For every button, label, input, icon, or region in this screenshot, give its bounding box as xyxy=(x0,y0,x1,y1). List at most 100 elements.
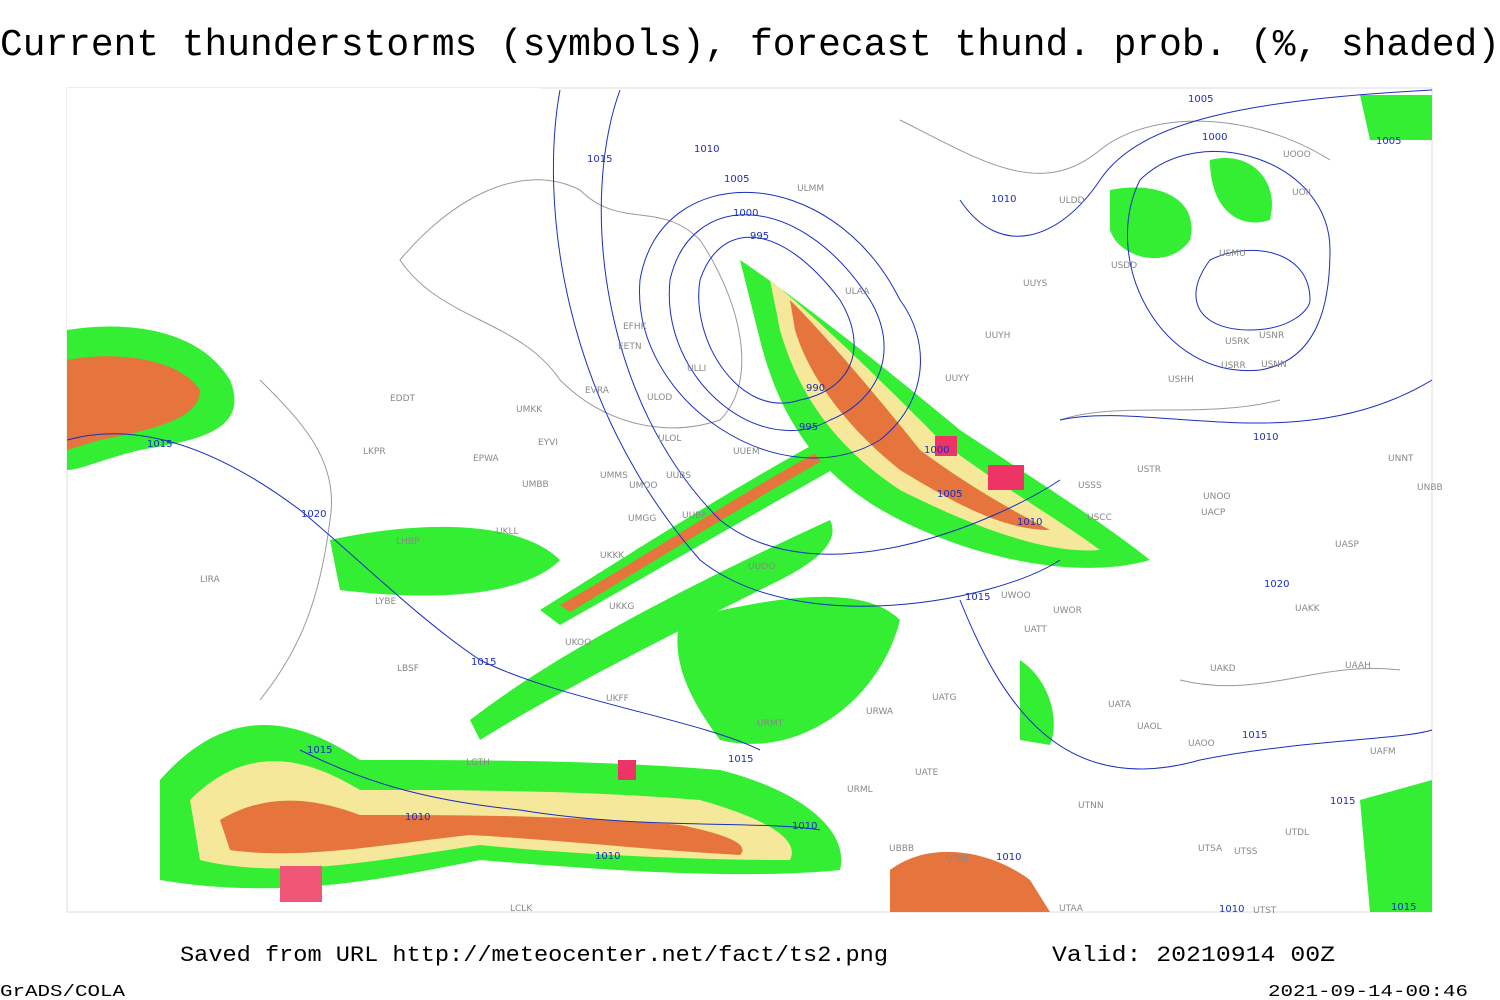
station-label: UAFM xyxy=(1370,747,1396,757)
thunder-probability-shading xyxy=(67,95,1432,912)
isobar-label: 1010 xyxy=(595,851,620,862)
isobar-label: 1015 xyxy=(1330,796,1355,807)
station-label: UMGG xyxy=(628,514,656,524)
station-label: UATT xyxy=(1024,625,1047,635)
station-label: UAAH xyxy=(1345,661,1371,671)
isobar-label: 1015 xyxy=(471,657,496,668)
station-label: UUYH xyxy=(985,331,1010,341)
isobar-label: 1010 xyxy=(405,812,430,823)
isobar-label: 1010 xyxy=(1017,517,1042,528)
station-label: UWOR xyxy=(1053,606,1082,616)
coastline xyxy=(399,179,743,429)
isobar-label: 1020 xyxy=(301,509,326,520)
station-label: UTNN xyxy=(1078,801,1104,811)
station-label: EDDT xyxy=(390,394,416,404)
isobar-label: 1000 xyxy=(924,445,949,456)
station-label: USDD xyxy=(1111,261,1137,271)
station-label: LBSF xyxy=(397,664,419,674)
isobar-label: 1000 xyxy=(1202,132,1227,143)
station-label: ULMM xyxy=(797,184,824,194)
station-label: USHH xyxy=(1168,375,1194,385)
station-label: USNR xyxy=(1259,331,1284,341)
station-label: UUYS xyxy=(1023,279,1048,289)
station-label: ULAA xyxy=(845,287,870,297)
isobar-label: 1020 xyxy=(1264,579,1289,590)
isobar-label: 1010 xyxy=(1253,432,1278,443)
labels: 1015 1010 1005 1000 995 990 995 1000 1005 1010 101… xyxy=(147,94,1443,916)
station-label: UAOL xyxy=(1137,722,1162,732)
station-label: UKOO xyxy=(565,638,591,648)
station-label: UKKK xyxy=(600,551,625,561)
isobar-label: 1010 xyxy=(991,194,1016,205)
station-label: EFHK xyxy=(623,322,648,332)
isobar-label: 1000 xyxy=(733,208,758,219)
station-label: LIRA xyxy=(200,575,221,585)
station-label: UNBB xyxy=(1417,483,1443,493)
isobar-label: 995 xyxy=(799,422,818,433)
station-label: EYVI xyxy=(538,438,558,448)
isobar-label: 1015 xyxy=(965,592,990,603)
outside-projection xyxy=(67,88,540,410)
station-label: UMOO xyxy=(629,481,658,491)
station-label: UOOO xyxy=(1283,150,1311,160)
station-label: UUYY xyxy=(945,374,970,384)
isobars xyxy=(66,89,1433,831)
station-label: ULOL xyxy=(658,434,681,444)
station-label: USNN xyxy=(1261,360,1287,370)
credit: GrADS/COLA xyxy=(0,983,126,1000)
station-label: URMT xyxy=(757,719,784,729)
station-label: UMKK xyxy=(516,405,543,415)
station-label: UUEM xyxy=(733,447,760,457)
isobar-label: 1005 xyxy=(1188,94,1213,105)
station-label: USRR xyxy=(1221,361,1246,371)
isobar-label: 1015 xyxy=(728,754,753,765)
isobar-label: 1010 xyxy=(792,821,817,832)
station-label: UASP xyxy=(1335,540,1359,550)
station-label: UATA xyxy=(1108,700,1132,710)
isobar-label: 1005 xyxy=(1376,136,1401,147)
station-label: UKFF xyxy=(606,694,629,704)
station-label: EETN xyxy=(618,342,642,352)
source-url: Saved from URL http://meteocenter.net/fa… xyxy=(180,943,888,968)
isobar-label: 1015 xyxy=(1242,730,1267,741)
isobar-label: 1010 xyxy=(694,144,719,155)
station-label: UTAK xyxy=(946,854,971,864)
station-label: ULDD xyxy=(1059,196,1085,206)
station-label: UUBP xyxy=(682,511,707,521)
coastline xyxy=(259,119,1401,701)
station-label: UBBB xyxy=(889,844,914,854)
station-label: UAOO xyxy=(1188,739,1215,749)
station-label: UTSA xyxy=(1198,844,1223,854)
station-label: UKLL xyxy=(496,527,519,537)
station-label: ULLI xyxy=(687,364,706,374)
station-label: UOII xyxy=(1292,188,1311,198)
isobar-label: 1015 xyxy=(307,745,332,756)
station-label: UUBS xyxy=(666,471,691,481)
station-label: USMU xyxy=(1219,249,1246,259)
station-label: UAKD xyxy=(1210,664,1236,674)
station-label: UKKG xyxy=(609,602,634,612)
station-label: USTR xyxy=(1137,465,1161,475)
station-label: UWOO xyxy=(1001,591,1031,601)
station-label: EVRA xyxy=(585,386,610,396)
station-label: UMBB xyxy=(522,480,549,490)
station-label: USRK xyxy=(1225,337,1251,347)
station-label: EPWA xyxy=(473,454,500,464)
station-label: UTDL xyxy=(1285,828,1309,838)
isobar-label: 1005 xyxy=(724,174,749,185)
isobar-label: 990 xyxy=(806,383,825,394)
timestamp: 2021-09-14-00:46 xyxy=(1268,983,1468,1000)
station-label: UNNT xyxy=(1388,454,1414,464)
isobar-label: 995 xyxy=(750,231,769,242)
station-label: UTSS xyxy=(1234,847,1258,857)
station-label: UACP xyxy=(1201,508,1226,518)
station-label: URML xyxy=(847,785,873,795)
map-title: Current thunderstorms (symbols), forecas… xyxy=(0,24,1500,67)
station-label: UNOO xyxy=(1203,492,1231,502)
station-label: UTST xyxy=(1253,906,1277,916)
isobar-label: 1010 xyxy=(996,852,1021,863)
station-label: UATG xyxy=(932,693,957,703)
station-label: UMMS xyxy=(600,471,628,481)
isobar-label: 1015 xyxy=(147,439,172,450)
